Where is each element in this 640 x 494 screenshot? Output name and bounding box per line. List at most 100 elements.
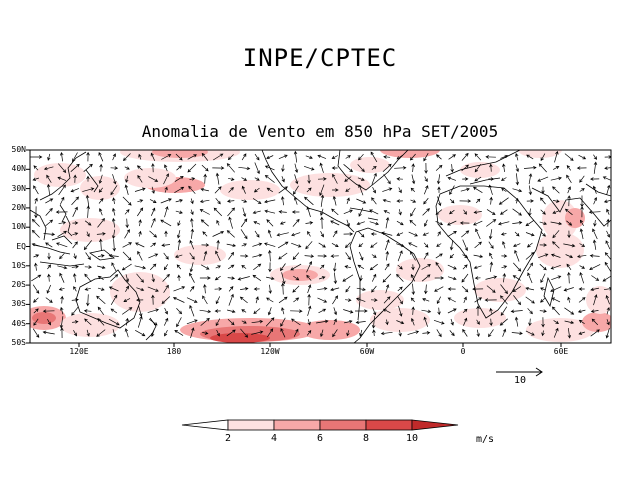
wind-arrow [514,249,520,262]
wind-arrow [57,230,68,237]
wind-arrow [331,242,339,248]
wind-arrow [345,188,351,192]
wind-arrow [99,163,103,172]
wind-arrow [540,209,546,215]
wind-arrow [227,207,235,217]
wind-arrow [96,232,106,236]
wind-arrow [84,220,92,226]
wind-arrow [371,197,377,205]
wind-arrow [319,184,325,197]
wind-arrow [462,308,468,313]
wind-arrow [370,151,378,163]
wind-arrow [252,242,263,247]
wind-arrow [190,228,195,239]
wind-arrow [396,177,403,181]
wind-arrow [501,254,508,258]
wind-arrow [226,329,236,337]
wind-arrow [463,296,467,304]
wind-arrow [550,176,562,181]
wind-arrow [476,329,480,338]
wind-arrow [214,309,221,313]
wind-arrow [264,165,275,171]
wind-arrow [174,186,185,194]
coast-indonesia [33,235,115,267]
wind-arrow [358,153,364,161]
wind-arrow [281,282,285,295]
wind-arrow [540,153,546,162]
wind-arrow [216,329,220,337]
wind-arrow [606,319,610,326]
wind-arrow [72,232,79,236]
wind-arrow [240,229,248,240]
wind-arrow [424,162,428,174]
wind-arrow [189,240,195,250]
wind-arrow [592,239,597,250]
reference-vector-label: 10 [514,375,527,386]
wind-arrow [307,293,311,306]
wind-arrow [228,216,233,229]
map-title: Anomalia de Vento em 850 hPa SET/2005 [141,122,499,141]
anomaly-patch [396,258,444,282]
wind-arrow [55,242,68,248]
wind-arrow [306,274,312,281]
wind-arrow [45,207,53,216]
wind-arrow [551,297,561,303]
wind-arrow [447,287,456,291]
wind-arrow [151,186,155,194]
wind-arrow [172,296,185,303]
wind-arrow [567,230,571,239]
wind-arrow [510,309,523,314]
wind-arrow [381,231,393,236]
wind-arrow [254,230,260,238]
wind-arrow [125,317,129,326]
wind-arrow [345,285,351,293]
wind-arrow [136,273,144,283]
wind-arrow [306,261,313,273]
wind-arrow [216,239,220,250]
colorbar-segment [273,419,321,431]
reference-vector-head [535,367,543,377]
wind-arrow [97,254,105,258]
wind-arrow [501,187,507,192]
wind-arrow [294,163,299,174]
coast-australia [75,269,141,329]
wind-arrow [34,206,38,219]
wind-arrow [98,197,104,204]
wind-arrow [164,307,168,315]
wind-arrow [86,151,90,162]
wind-arrow [605,328,610,339]
wind-arrow [553,166,560,170]
wind-arrow [371,254,377,258]
wind-arrow [606,230,611,238]
wind-arrow [112,174,117,185]
wind-arrow [447,264,457,270]
wind-arrow [176,165,183,171]
wind-arrow [121,263,132,271]
wind-arrow [424,284,428,295]
wind-arrow [579,265,586,269]
wind-arrow [396,154,404,160]
wind-arrow [606,218,610,227]
wind-arrow [47,252,51,260]
wind-arrow [317,154,327,159]
wind-arrow [409,153,416,161]
anomaly-patch [582,312,611,332]
wind-arrow [266,155,274,160]
wind-arrow [85,252,91,261]
wind-arrow [410,199,417,203]
wind-arrow [83,240,92,251]
wind-arrow [32,284,40,294]
wind-arrow [333,272,338,285]
wind-arrow [459,221,470,225]
wind-arrow [593,294,598,306]
wind-arrow [461,152,469,161]
wind-arrow [528,173,533,185]
wind-arrow [396,320,405,325]
wind-arrow [317,177,327,181]
wind-arrow [215,250,221,261]
wind-arrow [43,232,56,237]
wind-arrow [344,265,351,269]
wind-arrow [410,187,416,193]
wind-arrow [606,306,610,315]
wind-arrow [462,328,468,337]
